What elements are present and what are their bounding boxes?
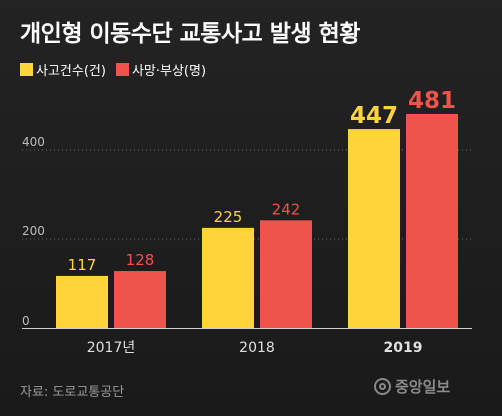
x-tick-label-1: 2018	[239, 340, 275, 356]
source-note: 자료: 도로교통공단	[20, 385, 125, 400]
publisher-logo: 중앙일보	[374, 376, 450, 397]
bar-accidents-0	[56, 275, 108, 328]
data-label-casualties-1: 242	[272, 200, 301, 218]
legend-swatch-accidents	[20, 63, 33, 76]
logo-icon	[374, 378, 391, 395]
bar-casualties-1	[260, 220, 312, 328]
legend-label-casualties: 사망·부상(명)	[131, 64, 207, 79]
legend-item-accidents: 사고건수(건)	[20, 60, 106, 79]
data-label-casualties-0: 128	[126, 251, 155, 269]
legend: 사고건수(건) 사망·부상(명)	[20, 60, 206, 79]
legend-item-casualties: 사망·부상(명)	[115, 60, 207, 79]
data-label-accidents-0: 117	[68, 256, 97, 274]
legend-swatch-casualties	[115, 63, 129, 76]
y-tick-label-200: 200	[22, 224, 45, 238]
data-label-casualties-2: 481	[408, 88, 456, 114]
y-tick-label-0: 0	[22, 314, 30, 328]
bar-casualties-0	[114, 271, 166, 328]
data-label-accidents-1: 225	[214, 208, 243, 226]
x-tick-label-0: 2017년	[87, 340, 136, 356]
data-label-accidents-2: 447	[350, 103, 398, 129]
chart-title: 개인형 이동수단 교통사고 발생 현황	[20, 21, 360, 47]
bar-casualties-2	[406, 113, 458, 328]
legend-label-accidents: 사고건수(건)	[36, 64, 106, 79]
bar-accidents-2	[348, 129, 400, 328]
bar-accidents-1	[202, 227, 254, 328]
x-tick-label-2: 2019	[384, 340, 423, 356]
logo-text: 중앙일보	[395, 378, 451, 396]
y-tick-label-400: 400	[22, 135, 45, 149]
